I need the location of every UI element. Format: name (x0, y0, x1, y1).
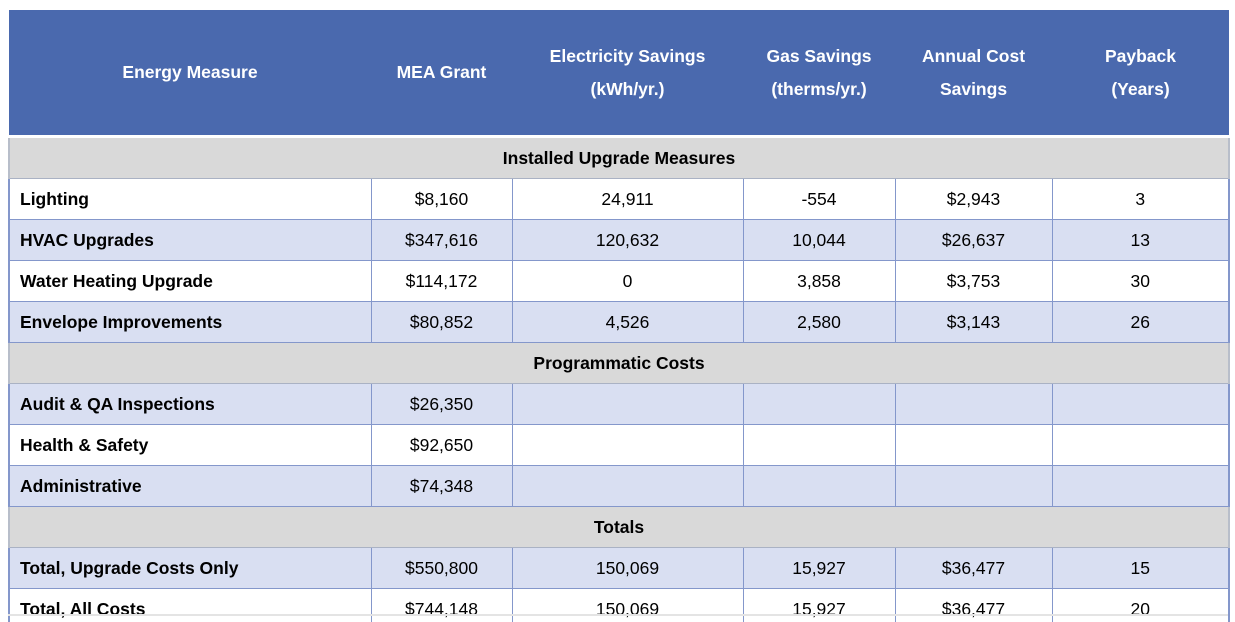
cell-electricity (511, 383, 744, 425)
cell-payback: 3 (1051, 178, 1230, 220)
cell-measure: HVAC Upgrades (8, 219, 372, 261)
col-header-electricity-savings: Electricity Savings (kWh/yr.) (512, 10, 743, 138)
cell-measure: Envelope Improvements (8, 301, 372, 343)
cell-electricity: 4,526 (511, 301, 744, 343)
section-header-row: Totals (8, 506, 1230, 548)
cell-measure: Water Heating Upgrade (8, 260, 372, 302)
cell-measure: Total, Upgrade Costs Only (8, 547, 372, 589)
cell-gas: -554 (742, 178, 896, 220)
cell-payback (1051, 383, 1230, 425)
col-header-line1: Gas Savings (766, 45, 872, 66)
cell-measure: Audit & QA Inspections (8, 383, 372, 425)
col-header-line2: (therms/yr.) (771, 78, 867, 99)
cell-annual-cost (894, 383, 1053, 425)
cell-mea-grant: $80,852 (370, 301, 513, 343)
col-header-line1: Payback (1104, 45, 1177, 66)
section-header-row: Programmatic Costs (8, 342, 1230, 384)
cell-mea-grant: $114,172 (370, 260, 513, 302)
col-header-line1: Annual Cost (921, 45, 1026, 66)
section-installed-upgrade-measures: Installed Upgrade Measures Lighting $8,1… (8, 136, 1230, 343)
energy-measures-table: Energy Measure MEA Grant Electricity Sav… (8, 10, 1230, 622)
cell-payback: 13 (1051, 219, 1230, 261)
cell-gas (742, 383, 896, 425)
cell-mea-grant: $92,650 (370, 424, 513, 466)
table-row-audit-qa-inspections: Audit & QA Inspections $26,350 (8, 383, 1230, 425)
section-programmatic-costs: Programmatic Costs Audit & QA Inspection… (8, 342, 1230, 507)
table-row-health-safety: Health & Safety $92,650 (8, 424, 1230, 466)
cell-electricity (511, 424, 744, 466)
header-row: Energy Measure MEA Grant Electricity Sav… (9, 10, 1229, 138)
cell-annual-cost: $2,943 (894, 178, 1053, 220)
cell-payback (1051, 465, 1230, 507)
cell-payback (1051, 424, 1230, 466)
cell-annual-cost: $36,477 (894, 588, 1053, 622)
cell-mea-grant: $744,148 (370, 588, 513, 622)
cell-gas (742, 465, 896, 507)
cell-electricity: 0 (511, 260, 744, 302)
cell-annual-cost: $26,637 (894, 219, 1053, 261)
table-row-water-heating-upgrade: Water Heating Upgrade $114,172 0 3,858 $… (8, 260, 1230, 302)
cell-mea-grant: $550,800 (370, 547, 513, 589)
cell-annual-cost: $3,753 (894, 260, 1053, 302)
col-header-line2: Savings (939, 78, 1008, 99)
cell-annual-cost (894, 424, 1053, 466)
table-row-envelope-improvements: Envelope Improvements $80,852 4,526 2,58… (8, 301, 1230, 343)
section-header-row: Installed Upgrade Measures (8, 136, 1230, 179)
cell-gas: 10,044 (742, 219, 896, 261)
col-header-mea-grant: MEA Grant (371, 10, 512, 138)
section-title: Totals (8, 506, 1230, 548)
cell-gas (742, 424, 896, 466)
cell-gas: 15,927 (742, 588, 896, 622)
cell-mea-grant: $26,350 (370, 383, 513, 425)
table-row-administrative: Administrative $74,348 (8, 465, 1230, 507)
table-row-total-all-costs: Total, All Costs $744,148 150,069 15,927… (8, 588, 1230, 622)
table-row-lighting: Lighting $8,160 24,911 -554 $2,943 3 (8, 178, 1230, 220)
section-title: Installed Upgrade Measures (8, 136, 1230, 179)
col-header-line2: (Years) (1111, 78, 1170, 99)
cell-annual-cost: $3,143 (894, 301, 1053, 343)
section-title: Programmatic Costs (8, 342, 1230, 384)
col-header-energy-measure: Energy Measure (9, 10, 371, 138)
table-bottom-shadow (8, 614, 1228, 616)
cell-mea-grant: $8,160 (370, 178, 513, 220)
cell-electricity: 120,632 (511, 219, 744, 261)
cell-gas: 15,927 (742, 547, 896, 589)
cell-mea-grant: $347,616 (370, 219, 513, 261)
cell-measure: Total, All Costs (8, 588, 372, 622)
cell-electricity: 150,069 (511, 588, 744, 622)
cell-payback: 26 (1051, 301, 1230, 343)
col-header-payback: Payback (Years) (1052, 10, 1229, 138)
col-header-line1: MEA Grant (396, 62, 487, 82)
col-header-gas-savings: Gas Savings (therms/yr.) (743, 10, 895, 138)
col-header-line2: (kWh/yr.) (590, 78, 665, 99)
cell-measure: Health & Safety (8, 424, 372, 466)
cell-gas: 2,580 (742, 301, 896, 343)
cell-measure: Administrative (8, 465, 372, 507)
table-header: Energy Measure MEA Grant Electricity Sav… (9, 10, 1229, 138)
cell-annual-cost (894, 465, 1053, 507)
section-totals: Totals Total, Upgrade Costs Only $550,80… (8, 506, 1230, 622)
cell-annual-cost: $36,477 (894, 547, 1053, 589)
col-header-line1: Electricity Savings (549, 45, 706, 66)
table-row-total-upgrade-costs-only: Total, Upgrade Costs Only $550,800 150,0… (8, 547, 1230, 589)
cell-payback: 30 (1051, 260, 1230, 302)
cell-mea-grant: $74,348 (370, 465, 513, 507)
table-row-hvac-upgrades: HVAC Upgrades $347,616 120,632 10,044 $2… (8, 219, 1230, 261)
cell-payback: 15 (1051, 547, 1230, 589)
cell-electricity: 24,911 (511, 178, 744, 220)
cell-measure: Lighting (8, 178, 372, 220)
cell-payback: 20 (1051, 588, 1230, 622)
cell-gas: 3,858 (742, 260, 896, 302)
cell-electricity: 150,069 (511, 547, 744, 589)
col-header-annual-cost-savings: Annual Cost Savings (895, 10, 1052, 138)
col-header-line1: Energy Measure (122, 62, 258, 82)
cell-electricity (511, 465, 744, 507)
